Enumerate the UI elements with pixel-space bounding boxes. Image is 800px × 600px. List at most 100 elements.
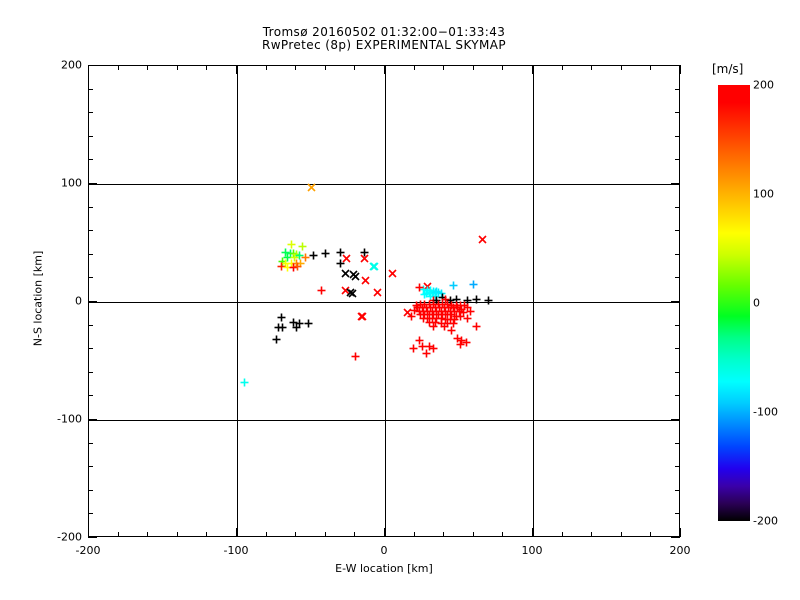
scatter-point-plus — [415, 283, 424, 292]
scatter-point-cross — [358, 312, 367, 321]
scatter-point-plus — [463, 296, 472, 305]
scatter-point-plus — [446, 307, 455, 316]
axis-tick — [88, 537, 97, 538]
scatter-point-plus — [420, 290, 429, 299]
scatter-point-plus — [432, 307, 441, 316]
axis-tick — [384, 65, 385, 74]
scatter-point-plus — [452, 312, 461, 321]
y-tick-label: 0 — [75, 294, 82, 308]
x-axis-label: E-W location [km] — [335, 562, 433, 575]
scatter-point-plus — [453, 334, 462, 343]
scatter-point-plus — [407, 312, 416, 321]
scatter-point-plus — [432, 314, 441, 323]
axis-tick — [675, 466, 680, 467]
scatter-point-plus — [437, 319, 446, 328]
axis-tick — [502, 65, 503, 70]
scatter-point-plus — [443, 319, 452, 328]
scatter-point-plus — [444, 303, 453, 312]
axis-tick — [354, 65, 355, 70]
colorbar-gradient — [718, 85, 750, 521]
scatter-point-plus — [455, 307, 464, 316]
scatter-point-plus — [428, 289, 437, 298]
scatter-point-plus — [289, 318, 298, 327]
scatter-point-cross — [349, 270, 358, 279]
axis-tick — [88, 395, 93, 396]
scatter-point-plus — [449, 303, 458, 312]
scatter-point-plus — [290, 253, 299, 262]
scatter-point-plus — [437, 289, 446, 298]
colorbar-tick-label: 200 — [753, 78, 774, 92]
axis-tick — [88, 159, 93, 160]
y-tick-label: 200 — [61, 58, 82, 72]
axis-tick — [675, 277, 680, 278]
axis-tick — [384, 528, 385, 537]
axis-tick — [88, 112, 93, 113]
x-tick-label: -100 — [223, 544, 249, 557]
scatter-point-plus — [456, 312, 465, 321]
colorbar-tick-label: 100 — [753, 187, 774, 201]
axis-tick — [325, 65, 326, 70]
axis-tick — [675, 490, 680, 491]
axis-tick — [532, 528, 533, 537]
axis-tick — [621, 65, 622, 70]
axis-tick — [675, 207, 680, 208]
axis-tick — [532, 65, 533, 74]
scatter-point-cross — [388, 269, 397, 278]
scatter-point-cross — [423, 282, 432, 291]
axis-tick — [671, 65, 680, 66]
axis-tick — [236, 528, 237, 537]
scatter-point-plus — [456, 340, 465, 349]
scatter-point-plus — [450, 307, 459, 316]
axis-tick — [675, 325, 680, 326]
scatter-point-plus — [277, 313, 286, 322]
axis-tick — [591, 532, 592, 537]
axis-tick — [473, 65, 474, 70]
axis-tick — [675, 159, 680, 160]
scatter-point-plus — [450, 315, 459, 324]
scatter-point-plus — [298, 242, 307, 251]
axis-tick — [206, 65, 207, 70]
axis-tick — [88, 183, 97, 184]
scatter-point-plus — [431, 292, 440, 301]
scatter-point-cross — [369, 262, 378, 271]
scatter-point-plus — [409, 344, 418, 353]
axis-tick — [675, 254, 680, 255]
gridline-horizontal — [89, 302, 679, 303]
scatter-point-plus — [435, 303, 444, 312]
axis-tick — [88, 325, 93, 326]
y-tick-label: -200 — [57, 530, 82, 544]
axis-tick — [88, 466, 93, 467]
axis-tick — [88, 513, 93, 514]
axis-tick — [443, 532, 444, 537]
scatter-point-cross — [373, 288, 382, 297]
scatter-point-plus — [292, 259, 301, 268]
scatter-point-plus — [431, 303, 440, 312]
colorbar[interactable] — [718, 85, 750, 521]
axis-tick — [675, 136, 680, 137]
scatter-point-plus — [426, 303, 435, 312]
scatter-point-plus — [419, 307, 428, 316]
scatter-point-plus — [463, 303, 472, 312]
axis-tick — [88, 348, 93, 349]
scatter-point-plus — [286, 249, 295, 258]
axis-tick — [147, 532, 148, 537]
plot-area[interactable] — [88, 65, 680, 537]
scatter-point-plus — [278, 323, 287, 332]
scatter-point-plus — [462, 338, 471, 347]
chart-title-line-2: RwPretec (8p) EXPERIMENTAL SKYMAP — [261, 38, 507, 52]
scatter-point-plus — [287, 259, 296, 268]
axis-tick — [650, 532, 651, 537]
scatter-point-plus — [425, 288, 434, 297]
axis-tick — [88, 372, 93, 373]
axis-tick — [443, 65, 444, 70]
axis-tick — [88, 207, 93, 208]
chart-title-block: Tromsø 20160502 01:32:00−01:33:43 RwPret… — [88, 26, 680, 52]
axis-tick — [675, 89, 680, 90]
axis-tick — [671, 301, 680, 302]
scatter-point-plus — [437, 307, 446, 316]
axis-tick — [675, 230, 680, 231]
colorbar-tick-label: -200 — [753, 514, 778, 528]
scatter-point-plus — [459, 308, 468, 317]
scatter-point-plus — [457, 305, 466, 314]
axis-tick — [206, 532, 207, 537]
